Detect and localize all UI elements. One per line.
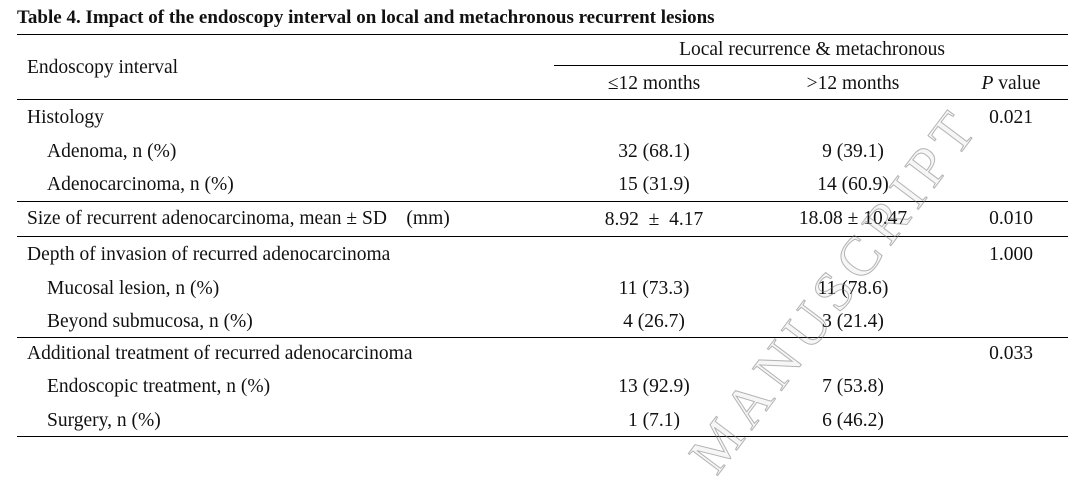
cell-gt12: 9 (39.1) — [822, 141, 884, 162]
group-separator-rule — [17, 201, 1068, 202]
group-separator-rule — [17, 337, 1068, 338]
cell-gt12: 7 (53.8) — [822, 376, 884, 397]
cell-gt12: 6 (46.2) — [822, 410, 884, 431]
cell-p: 0.021 — [989, 107, 1033, 128]
cell-le12: 8.92 ± 4.17 — [604, 209, 704, 230]
p-italic: P — [981, 73, 994, 94]
cell-gt12: 11 (78.6) — [817, 278, 889, 299]
cell-le12: 11 (73.3) — [618, 278, 690, 299]
table-caption: Table 4. Impact of the endoscopy interva… — [17, 7, 715, 28]
group-header: Local recurrence & metachronous — [679, 39, 945, 60]
cell-le12: 13 (92.9) — [618, 376, 690, 397]
cell-p: 0.033 — [989, 343, 1033, 364]
row-header: Endoscopy interval — [27, 57, 179, 78]
row-label-adenocarcinoma: Adenocarcinoma, n (%) — [47, 174, 234, 195]
group-rule — [554, 65, 1068, 66]
cell-p: 0.010 — [989, 208, 1033, 229]
cell-le12: 4 (26.7) — [623, 311, 685, 332]
cell-le12: 32 (68.1) — [618, 141, 690, 162]
group-separator-rule — [17, 236, 1068, 237]
row-label-size: Size of recurrent adenocarcinoma, mean ±… — [27, 208, 450, 229]
row-label-mucosal-lesion: Mucosal lesion, n (%) — [47, 278, 220, 299]
row-label-additional-treatment: Additional treatment of recurred adenoca… — [27, 343, 413, 364]
cell-p: 1.000 — [989, 244, 1033, 265]
col-header-p-value: P value — [981, 72, 1040, 96]
row-label-surgery: Surgery, n (%) — [47, 410, 161, 431]
cell-gt12: 3 (21.4) — [822, 311, 884, 332]
row-label-endoscopic-treatment: Endoscopic treatment, n (%) — [47, 376, 271, 397]
row-label-histology: Histology — [27, 107, 104, 128]
p-value-label: value — [993, 73, 1041, 94]
header-rule — [17, 99, 1068, 100]
row-label-adenoma: Adenoma, n (%) — [47, 141, 177, 162]
col-header-le12: ≤12 months — [607, 73, 701, 94]
top-rule — [17, 34, 1068, 35]
cell-le12: 1 (7.1) — [628, 410, 680, 431]
bottom-rule — [17, 436, 1068, 437]
row-label-beyond-submucosa: Beyond submucosa, n (%) — [47, 311, 253, 332]
cell-gt12: 14 (60.9) — [817, 174, 889, 195]
cell-le12: 15 (31.9) — [618, 174, 690, 195]
cell-gt12: 18.08 ± 10.47 — [798, 208, 908, 229]
col-header-gt12: >12 months — [806, 73, 900, 94]
row-label-depth-of-invasion: Depth of invasion of recurred adenocarci… — [27, 244, 391, 265]
